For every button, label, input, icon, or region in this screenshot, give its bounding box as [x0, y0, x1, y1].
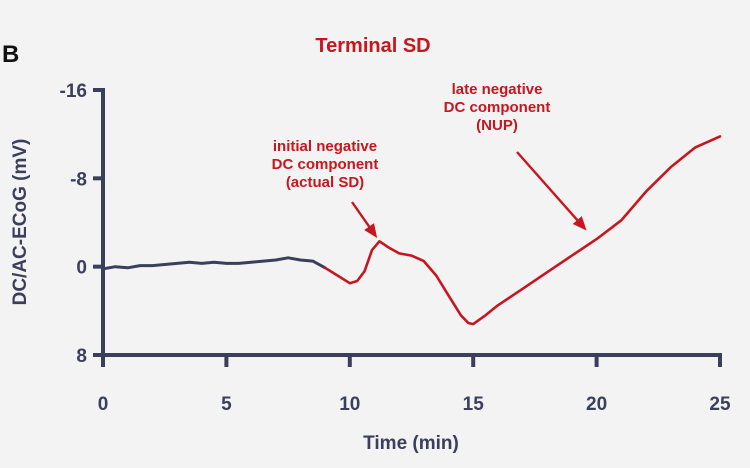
- annotation-arrow-shaft: [351, 201, 373, 231]
- series-2-point: [348, 282, 351, 285]
- series-1-point: [287, 256, 289, 259]
- y-axis-label: DC/AC-ECoG (mV): [10, 139, 31, 306]
- series-1-point: [225, 262, 228, 265]
- series-1-point: [200, 262, 203, 265]
- series-2-point: [497, 304, 499, 307]
- series-1-point: [213, 261, 216, 264]
- annotation-arrow-head: [364, 223, 378, 238]
- series-line-2: [323, 135, 722, 326]
- series-2-point: [447, 294, 450, 297]
- series-2-point: [521, 287, 524, 290]
- series-2-point: [467, 322, 470, 324]
- annotation-arrow-shaft: [516, 151, 581, 224]
- series-1-point: [188, 261, 191, 264]
- series-2-point: [363, 270, 366, 272]
- annotation-text-line: (actual SD): [286, 174, 364, 191]
- series-2-point: [669, 166, 672, 169]
- series-2-point: [595, 238, 598, 241]
- y-tick-label: -16: [60, 81, 87, 102]
- series-1-point: [237, 262, 240, 265]
- series-1-point: [114, 265, 117, 268]
- series-2-point: [694, 146, 697, 149]
- series-2-point: [398, 252, 401, 255]
- annotation-text-line: initial negative: [273, 138, 377, 155]
- series-2-point: [460, 314, 462, 317]
- x-tick-label: 10: [339, 394, 360, 415]
- x-tick-label: 15: [463, 394, 485, 415]
- series-2-point: [645, 190, 647, 193]
- series-1-point: [311, 260, 314, 262]
- annotation-text-line: late negative: [452, 81, 543, 98]
- panel-letter: B: [2, 41, 19, 68]
- series-1-point: [126, 266, 129, 269]
- annotation-text-line: (NUP): [476, 117, 518, 134]
- y-axis-ticks: -16 -8 0 8: [60, 81, 103, 367]
- annotation-text-line: DC component: [444, 99, 551, 116]
- series-2-point: [571, 254, 573, 257]
- annotation-text-line: DC component: [272, 156, 379, 173]
- y-tick-label: -8: [70, 169, 87, 190]
- annotation-arrow-head: [572, 216, 587, 231]
- x-tick-label: 25: [709, 394, 731, 415]
- series-1-point: [262, 260, 265, 262]
- series-2-point: [356, 280, 359, 282]
- series-layer: [101, 135, 722, 326]
- x-tick-label: 5: [221, 394, 232, 415]
- series-1-point: [299, 259, 302, 261]
- series-2-point: [371, 249, 373, 252]
- series-2-point: [410, 254, 413, 257]
- series-1-point: [250, 261, 253, 264]
- series-1-point: [139, 264, 141, 267]
- series-1-point: [176, 262, 178, 265]
- series-2-point: [472, 323, 475, 325]
- series-1-point: [274, 259, 277, 261]
- series-2-point: [336, 274, 339, 277]
- series-1-point: [151, 264, 154, 267]
- x-tick-label: 20: [586, 394, 607, 415]
- series-2-point: [435, 274, 438, 277]
- series-2-point: [719, 135, 721, 138]
- chart-title: Terminal SD: [315, 35, 430, 57]
- series-line-1: [101, 256, 327, 271]
- series-2-point: [378, 240, 381, 243]
- series-2-point: [546, 271, 549, 274]
- x-axis-ticks: 0 5 10 15 20 25: [98, 355, 731, 415]
- x-axis-label: Time (min): [363, 433, 459, 454]
- series-2-point: [620, 219, 623, 222]
- y-tick-label: 0: [76, 258, 87, 279]
- x-tick-label: 0: [98, 394, 109, 415]
- series-2-point: [484, 314, 487, 317]
- series-2-point: [422, 260, 425, 262]
- series-2-point: [324, 266, 326, 269]
- series-1-point: [163, 263, 166, 266]
- y-tick-label: 8: [76, 346, 87, 367]
- series-2-point: [388, 247, 391, 249]
- series-1-point: [102, 268, 104, 270]
